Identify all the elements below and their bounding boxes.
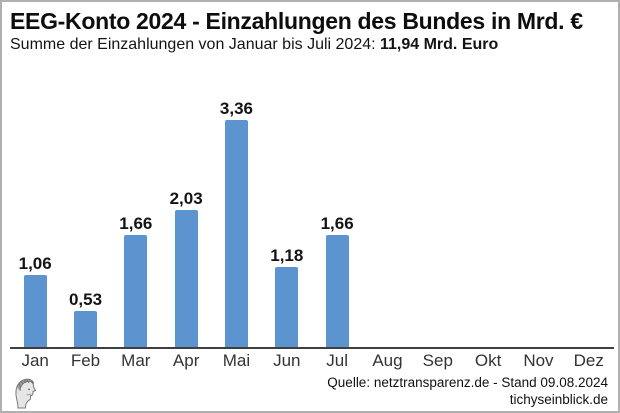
- bar-slot-aug: [362, 82, 412, 347]
- x-tick-mar: Mar: [121, 351, 151, 370]
- bar-slot-jul: 1,66: [312, 82, 362, 347]
- bar-jan: [23, 275, 47, 347]
- bar-slot-apr: 2,03: [161, 82, 211, 347]
- x-tick-mai: Mai: [222, 351, 251, 370]
- bar-mar: [124, 235, 148, 347]
- bar-value-feb: 0,53: [68, 290, 103, 309]
- x-tick-dez: Dez: [573, 351, 604, 370]
- bar-slot-jan: 1,06: [10, 82, 60, 347]
- bar-chart-plot: 1,06 0,53 1,66 2,03 3,36 1,18 1,66: [10, 82, 614, 349]
- x-tick-jun: Jun: [273, 351, 301, 370]
- x-tick-nov: Nov: [523, 351, 554, 370]
- x-tick-okt: Okt: [474, 351, 502, 370]
- bar-apr: [174, 210, 198, 347]
- source-line: Quelle: netztransparenz.de - Stand 09.08…: [327, 375, 608, 390]
- x-tick-apr: Apr: [172, 351, 200, 370]
- x-tick-aug: Aug: [372, 351, 403, 370]
- site-line: tichyseinblick.de: [509, 392, 608, 407]
- source-note: Quelle: netztransparenz.de - Stand 09.08…: [327, 374, 608, 408]
- bar-value-jan: 1,06: [18, 254, 52, 273]
- x-tick-feb: Feb: [70, 351, 101, 370]
- bar-slot-sep: [413, 82, 463, 347]
- chart-subtitle-text: Summe der Einzahlungen von Januar bis Ju…: [10, 36, 380, 53]
- bar-value-jul: 1,66: [320, 214, 354, 233]
- bar-value-mar: 1,66: [119, 214, 153, 233]
- bar-slot-feb: 0,53: [60, 82, 110, 347]
- chart-subtitle: Summe der Einzahlungen von Januar bis Ju…: [10, 36, 610, 54]
- x-tick-jan: Jan: [21, 351, 49, 370]
- bar-feb: [73, 311, 97, 347]
- bar-slot-okt: [463, 82, 513, 347]
- bar-slot-mai: 3,36: [211, 82, 261, 347]
- bar-slot-jun: 1,18: [262, 82, 312, 347]
- bar-value-apr: 2,03: [169, 189, 203, 208]
- bar-slot-dez: [564, 82, 614, 347]
- bar-mai: [224, 120, 248, 347]
- x-tick-jul: Jul: [326, 351, 348, 370]
- chart-subtitle-sum: 11,94 Mrd. Euro: [380, 36, 499, 53]
- bar-slot-mar: 1,66: [111, 82, 161, 347]
- bar-jun: [275, 267, 299, 347]
- x-axis-labels: Jan Feb Mar Apr Mai Jun Jul Aug Sep Okt Nov Dez: [10, 351, 614, 371]
- chart-title: EEG-Konto 2024 - Einzahlungen des Bundes…: [10, 8, 583, 34]
- bar-value-jun: 1,18: [270, 246, 304, 265]
- bar-jul: [325, 235, 349, 347]
- x-tick-sep: Sep: [422, 351, 453, 370]
- bar-value-mai: 3,36: [219, 99, 254, 118]
- classical-head-logo-icon: [15, 378, 37, 409]
- bar-slot-nov: [513, 82, 563, 347]
